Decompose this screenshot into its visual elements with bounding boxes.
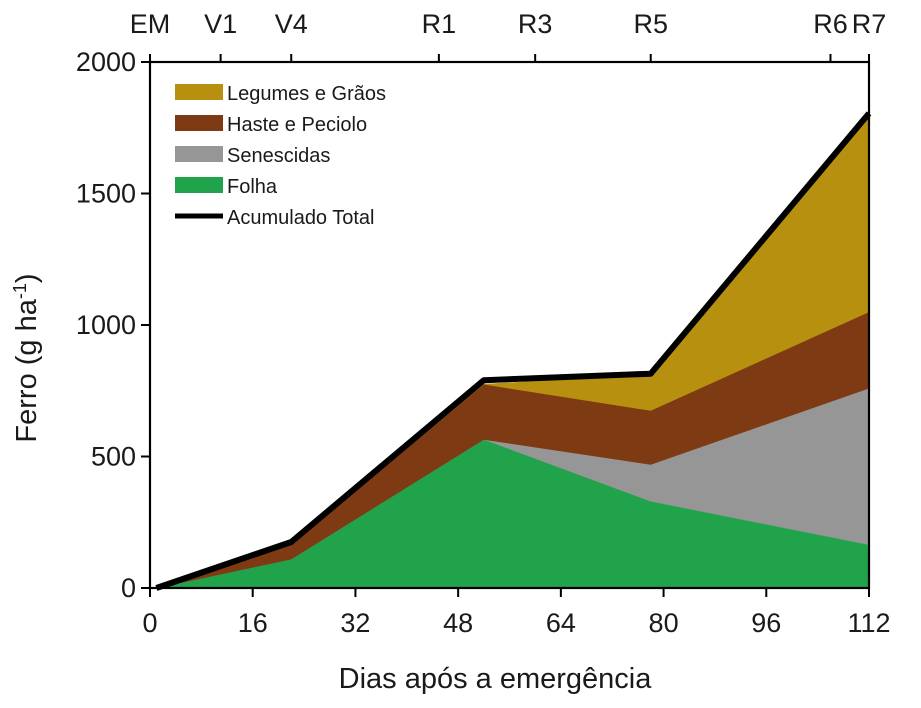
x-tick-label: 32 xyxy=(340,608,370,638)
stage-label-r1: R1 xyxy=(422,9,457,39)
x-tick-label: 0 xyxy=(142,608,157,638)
stage-label-em: EM xyxy=(130,9,171,39)
total-line-group xyxy=(155,111,872,591)
y-tick-label: 500 xyxy=(91,442,136,472)
legend-swatch-senescidas xyxy=(175,146,223,162)
stage-label-v1: V1 xyxy=(204,9,237,39)
legend-label-senescidas: Senescidas xyxy=(227,145,330,167)
y-tick-label: 1500 xyxy=(76,179,136,209)
legend-swatch-haste-e-peciolo xyxy=(175,115,223,131)
x-tick-label: 48 xyxy=(443,608,473,638)
stage-label-r7: R7 xyxy=(852,9,887,39)
x-tick-label: 96 xyxy=(751,608,781,638)
legend-label-acumulado-total: Acumulado Total xyxy=(227,207,375,229)
y-axis-label: Ferro (g ha-1) xyxy=(10,273,43,442)
legend-swatch-legumes-e-graos xyxy=(175,84,223,100)
legend-label-haste-e-peciolo: Haste e Peciolo xyxy=(227,114,367,136)
legend-label-legumes-e-graos: Legumes e Grãos xyxy=(227,83,386,105)
y-tick-label: 1000 xyxy=(76,310,136,340)
stage-label-r3: R3 xyxy=(518,9,553,39)
stage-label-v4: V4 xyxy=(275,9,308,39)
x-axis-label: Dias após a emergência xyxy=(339,663,653,695)
x-tick-label: 16 xyxy=(238,608,268,638)
total-accumulated-line xyxy=(155,111,872,591)
x-tick-label: 112 xyxy=(847,608,890,638)
x-tick-label: 80 xyxy=(649,608,679,638)
stage-label-r5: R5 xyxy=(633,9,668,39)
legend-label-folha: Folha xyxy=(227,176,278,198)
legend-swatch-folha xyxy=(175,177,223,193)
x-tick-label: 64 xyxy=(546,608,576,638)
stage-label-r6: R6 xyxy=(813,9,848,39)
legend: Legumes e Grãos Haste e Peciolo Senescidas… xyxy=(175,83,386,229)
y-tick-label: 2000 xyxy=(76,47,136,77)
y-tick-label: 0 xyxy=(121,573,136,603)
axes: 0 16 32 48 64 80 96 112 0 500 1000 1500 2000 EM V1 V4 R1… xyxy=(76,9,891,638)
